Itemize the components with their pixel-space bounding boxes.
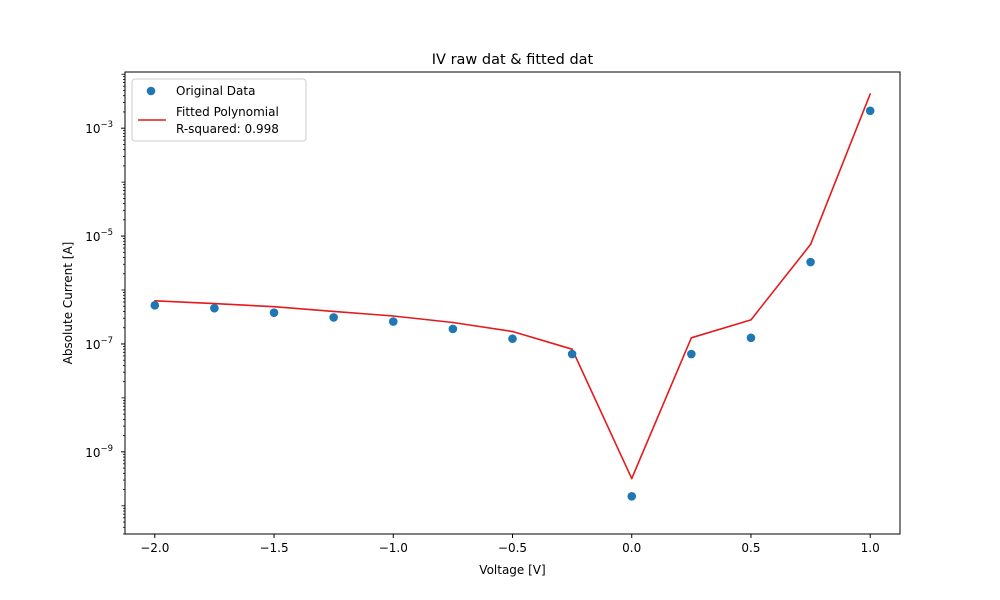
legend-box (131, 78, 307, 142)
x-tick-label: −1.0 (379, 541, 408, 555)
fit-line-segment (392, 315, 454, 324)
fit-line-segment (213, 302, 275, 308)
fit-line-segment (452, 321, 514, 333)
data-point (448, 324, 458, 334)
fitted-series (154, 93, 871, 480)
data-point (567, 349, 577, 359)
y-tick-label: 10−5 (85, 228, 113, 244)
legend-label: Fitted Polynomial (176, 105, 279, 119)
data-point (388, 317, 398, 326)
x-axis: −2.0 −1.5 −1.0 −0.5 0.0 0.5 1.0 (140, 534, 880, 555)
chart-title: IV raw dat & fitted dat (432, 52, 594, 68)
fit-line-segment (809, 93, 871, 246)
legend-label: Original Data (176, 84, 255, 98)
x-tick-label: −0.5 (498, 541, 527, 555)
legend-marker (146, 86, 156, 96)
data-point (865, 106, 875, 116)
data-point (746, 333, 756, 343)
x-tick-label: −2.0 (140, 541, 169, 555)
legend-label: R-squared: 0.998 (176, 122, 279, 136)
data-point (806, 257, 815, 267)
fit-line-segment (273, 305, 335, 313)
data-point (687, 349, 696, 359)
plot-area (150, 93, 875, 501)
y-axis-label: Absolute Current [A] (61, 242, 75, 365)
x-tick-label: −1.5 (259, 541, 288, 555)
data-point (269, 308, 279, 317)
x-axis-label: Voltage [V] (479, 563, 545, 577)
data-point (508, 334, 517, 344)
fit-line-segment (630, 337, 693, 480)
fit-line-segment (154, 300, 216, 305)
fit-line-segment (571, 348, 633, 480)
y-tick-label: 10−3 (85, 120, 113, 136)
y-tick-label: 10−7 (85, 336, 113, 352)
x-tick-label: 0.0 (622, 541, 641, 555)
fit-line-segment (750, 243, 812, 321)
legend: Original Data Fitted Polynomial R-squared… (131, 78, 307, 142)
data-point (150, 301, 160, 310)
fit-line-segment (511, 330, 573, 350)
x-tick-label: 1.0 (861, 541, 880, 555)
fit-line-segment (332, 310, 395, 317)
data-point (329, 313, 338, 322)
y-axis: 10−9 10−7 10−5 10−3 (85, 73, 125, 535)
data-point (627, 491, 637, 501)
fit-line-segment (690, 319, 752, 339)
x-tick-label: 0.5 (741, 541, 760, 555)
y-tick-label: 10−9 (85, 444, 113, 460)
data-series (150, 106, 875, 501)
data-point (210, 303, 219, 313)
